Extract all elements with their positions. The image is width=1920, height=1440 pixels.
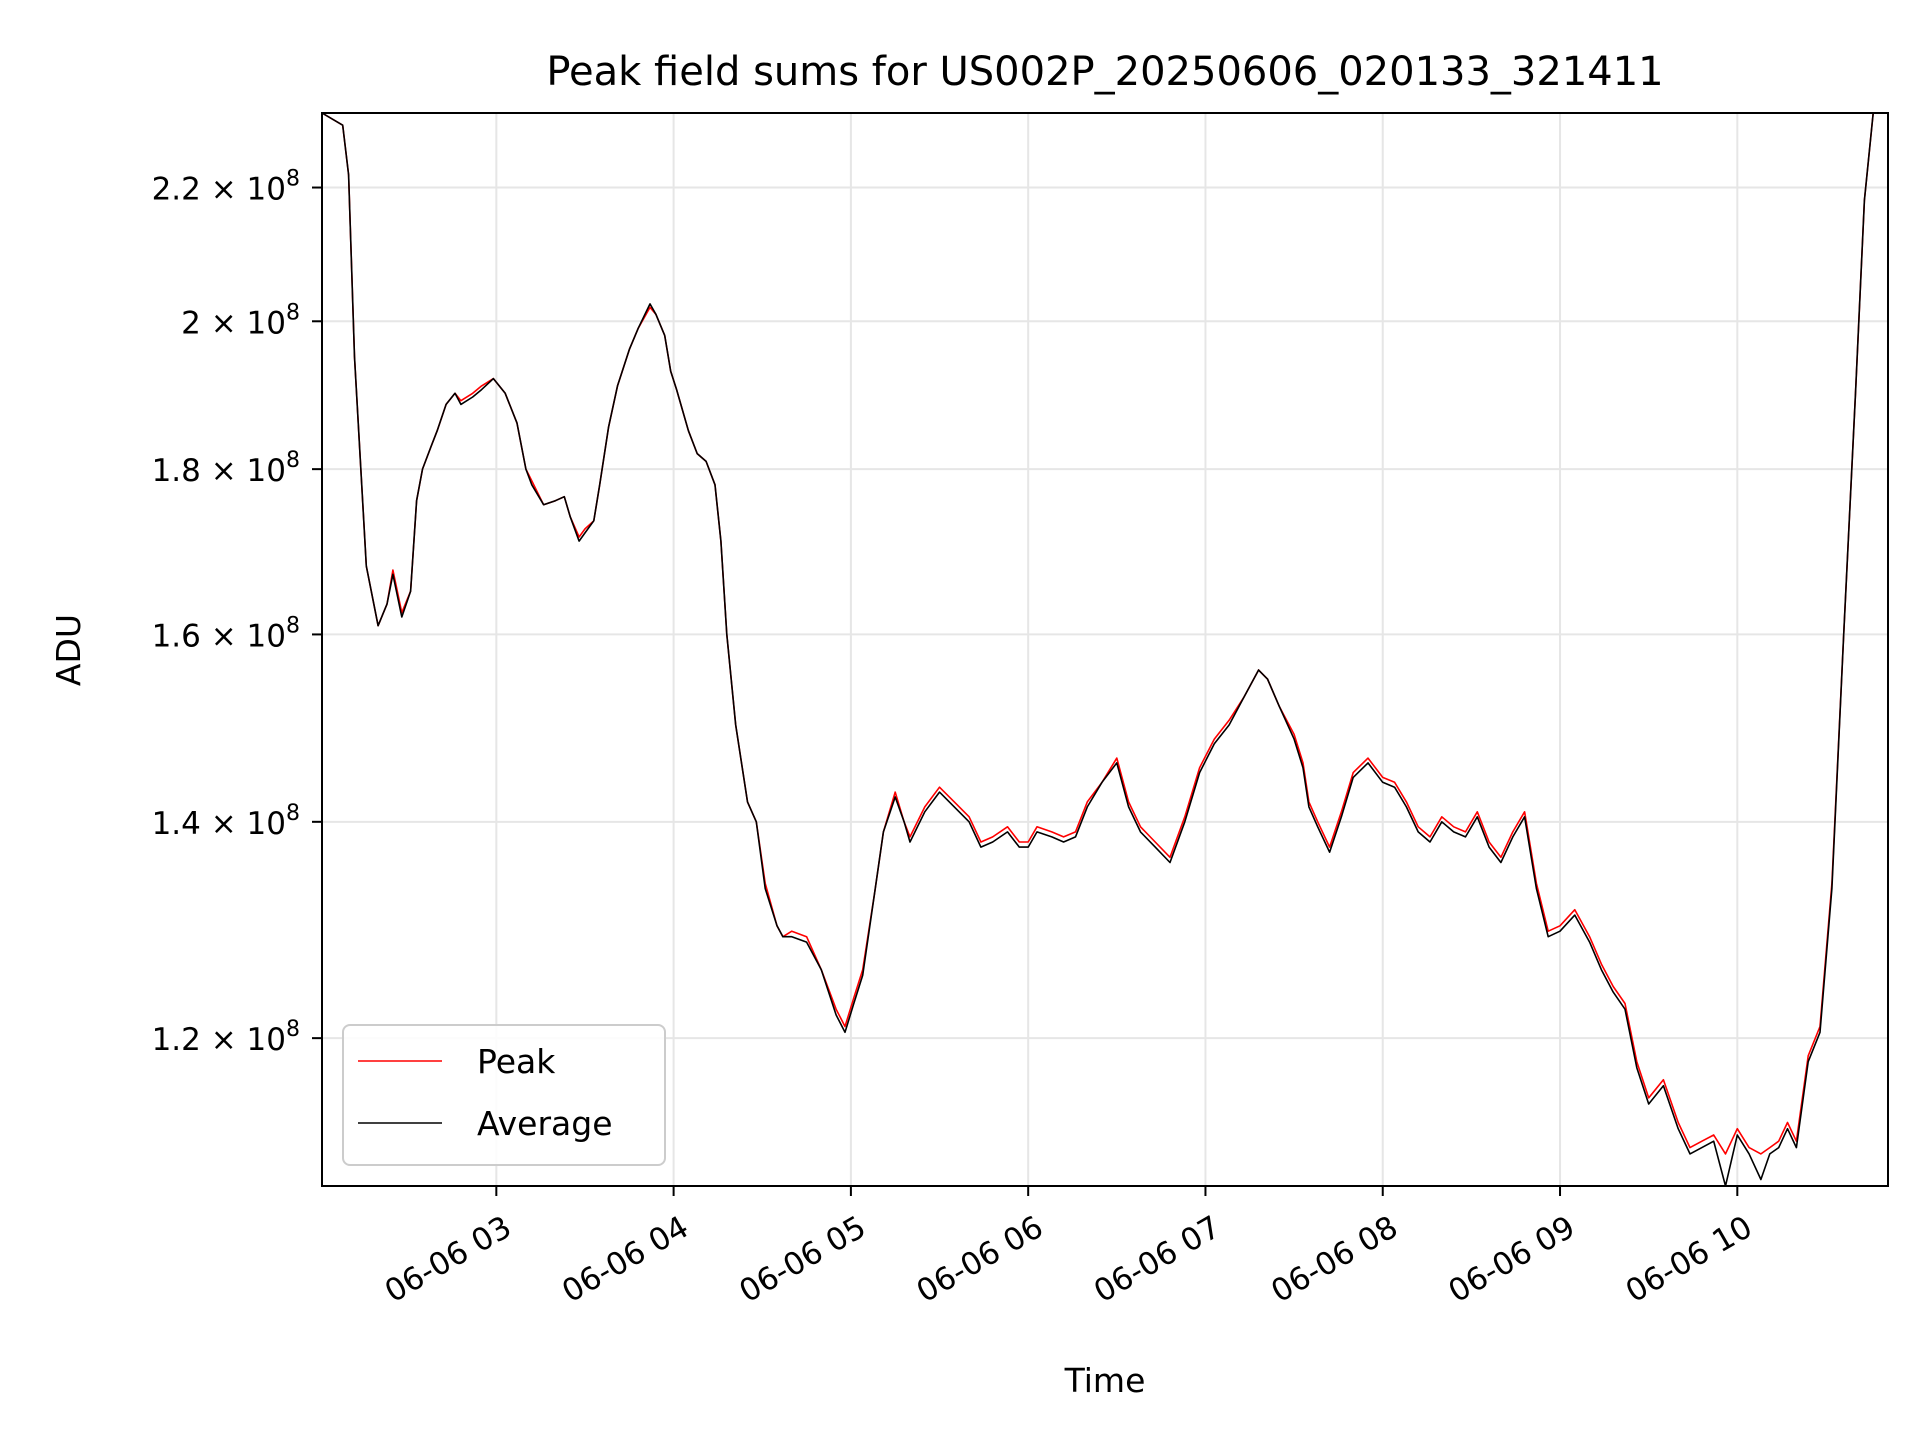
legend: Peak Average [342,1024,666,1166]
y-axis: 1.2 × 108 1.4 × 108 1.6 × 108 1.8 × 108 2 × … [152,167,322,1058]
x-tick-label: 06-06 10 [1620,1209,1759,1310]
x-tick-label: 06-06 08 [1265,1209,1404,1310]
x-tick-label: 06-06 05 [733,1209,872,1310]
series-line-average [322,113,1888,1186]
y-axis-label: ADU [49,614,88,686]
y-tick-label: 1.4 × 108 [152,801,300,842]
legend-label-peak: Peak [477,1042,556,1081]
legend-box [342,1024,666,1166]
plot-frame [321,112,1889,1187]
y-tick-label: 1.8 × 108 [152,448,300,489]
legend-label-average: Average [477,1104,613,1143]
chart-title: Peak field sums for US002P_20250606_0201… [546,49,1663,95]
y-tick-label: 1.6 × 108 [152,613,300,654]
plot-area [322,113,1888,1186]
x-tick-label: 06-06 03 [379,1209,518,1310]
x-tick-label: 06-06 06 [911,1209,1050,1310]
x-tick-label: 06-06 04 [556,1209,695,1310]
x-axis: 06-06 03 06-06 04 06-06 05 06-06 06 06-06 07… [379,1186,1759,1310]
x-axis-label: Time [1064,1361,1146,1400]
x-tick-label: 06-06 09 [1443,1209,1582,1310]
y-tick-label: 2.2 × 108 [152,167,300,208]
x-tick-label: 06-06 07 [1088,1209,1227,1310]
grid-lines [322,113,1888,1186]
y-tick-label: 1.2 × 108 [152,1017,300,1058]
y-tick-label: 2 × 108 [181,300,300,341]
